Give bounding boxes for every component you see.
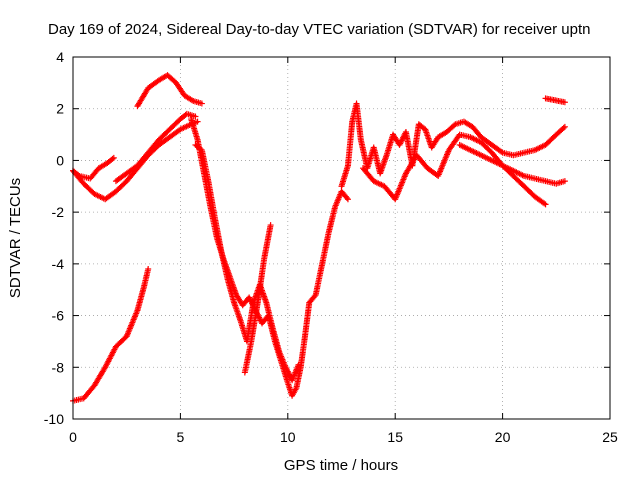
data-point <box>198 100 205 107</box>
series-sat-c <box>70 266 152 404</box>
data-point <box>561 123 568 130</box>
data-point <box>267 222 274 229</box>
data-point <box>561 99 568 106</box>
x-tick-label: 15 <box>387 429 403 445</box>
series-sat-h <box>241 222 274 376</box>
y-tick-label: 4 <box>56 49 64 65</box>
data-point <box>541 200 548 207</box>
x-axis-label: GPS time / hours <box>284 457 398 474</box>
y-tick-label: -8 <box>52 359 65 375</box>
plot-frame <box>72 56 611 420</box>
data-point <box>498 148 505 155</box>
x-tick-label: 10 <box>280 429 296 445</box>
series-sat-b <box>70 154 117 182</box>
series-sat-l <box>542 95 568 106</box>
y-tick-label: -4 <box>52 256 65 272</box>
data-points <box>70 72 568 404</box>
series-sat-d <box>112 110 199 185</box>
data-point <box>343 194 350 201</box>
series-sat-k <box>456 141 568 187</box>
x-tick-label: 0 <box>69 429 77 445</box>
data-point <box>542 201 549 208</box>
data-point <box>109 155 116 162</box>
data-point <box>192 113 199 120</box>
data-point <box>145 266 152 273</box>
series-sat-g <box>192 141 302 384</box>
y-axis-ticks: -10 -8 -6 -4 -2 0 2 4 <box>44 49 610 427</box>
chart-title: Day 169 of 2024, Sidereal Day-to-day VTE… <box>48 21 590 38</box>
data-point <box>194 118 201 125</box>
grid-lines <box>73 57 610 419</box>
series-sat-e <box>134 72 205 110</box>
y-tick-label: -10 <box>44 411 64 427</box>
y-tick-label: 0 <box>56 152 64 168</box>
x-axis-ticks: 0 5 10 15 20 25 <box>69 57 618 445</box>
y-tick-label: -2 <box>52 204 65 220</box>
x-tick-label: 20 <box>495 429 511 445</box>
y-tick-label: -6 <box>52 308 65 324</box>
data-point <box>75 171 82 178</box>
y-axis-label: SDTVAR / TECUs <box>7 178 24 298</box>
data-point <box>110 154 117 161</box>
data-point <box>560 124 567 131</box>
series-sat-i <box>338 100 568 190</box>
data-point <box>295 361 302 368</box>
data-point <box>344 196 351 203</box>
data-point <box>561 178 568 185</box>
series-sat-f <box>188 116 351 399</box>
y-tick-label: 2 <box>56 101 64 117</box>
x-tick-label: 5 <box>177 429 185 445</box>
x-tick-label: 25 <box>602 429 618 445</box>
